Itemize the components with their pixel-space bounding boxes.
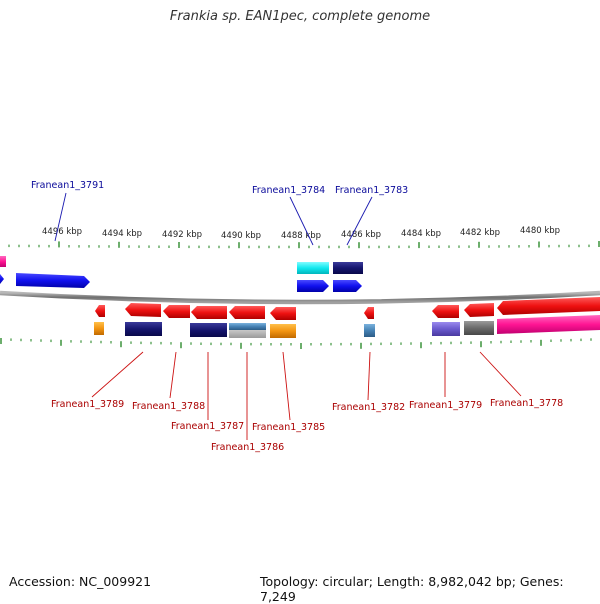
bottom-gene-labels: Franean1_3789 Franean1_3788 Franean1_378… (51, 398, 563, 453)
gene-label[interactable]: Franean1_3784 (252, 185, 325, 196)
gene-feature[interactable] (333, 280, 362, 292)
forward-strand-genes (0, 256, 363, 292)
scale-label: 4484 kbp (401, 229, 441, 239)
gene-label[interactable]: Franean1_3785 (252, 422, 325, 433)
reverse-strand-genes (94, 297, 600, 338)
gene-label[interactable]: Franean1_3779 (409, 400, 482, 411)
gene-feature[interactable] (364, 307, 374, 319)
gene-feature[interactable] (229, 323, 266, 330)
leader-line (54, 192, 67, 242)
leader-line (289, 196, 314, 246)
gene-feature[interactable] (432, 305, 459, 318)
gene-feature[interactable] (464, 303, 494, 317)
scale-label: 4496 kbp (42, 227, 82, 237)
scale-label: 4490 kbp (221, 231, 261, 241)
gene-feature[interactable] (95, 305, 105, 317)
scale-label: 4488 kbp (281, 231, 321, 241)
genome-backbone (0, 290, 600, 305)
gene-feature[interactable] (497, 297, 600, 315)
gene-feature[interactable] (333, 262, 363, 274)
gene-label[interactable]: Franean1_3783 (335, 185, 408, 196)
bottom-label-leaders (91, 351, 522, 440)
gene-feature[interactable] (94, 322, 104, 335)
gene-feature[interactable] (297, 262, 329, 274)
gene-feature[interactable] (297, 280, 329, 292)
gene-label[interactable]: Franean1_3787 (171, 421, 244, 432)
scale-label: 4486 kbp (341, 230, 381, 240)
scale-labels: 4496 kbp 4494 kbp 4492 kbp 4490 kbp 4488… (42, 226, 560, 241)
accession-text: Accession: NC_009921 (9, 574, 152, 589)
gene-feature[interactable] (190, 323, 227, 337)
gene-label[interactable]: Franean1_3778 (490, 398, 563, 409)
genome-title: Frankia sp. EAN1pec, complete genome (169, 9, 431, 24)
scale-label: 4482 kbp (460, 228, 500, 238)
leader-line (169, 351, 177, 399)
gene-label[interactable]: Franean1_3791 (31, 180, 104, 191)
gene-label[interactable]: Franean1_3788 (132, 401, 205, 412)
scale-label: 4492 kbp (162, 230, 202, 240)
gene-label[interactable]: Franean1_3782 (332, 402, 405, 413)
top-gene-labels: Franean1_3791 Franean1_3784 Franean1_378… (31, 180, 408, 196)
gene-label[interactable]: Franean1_3789 (51, 399, 124, 410)
gene-feature[interactable] (270, 324, 296, 338)
gene-feature[interactable] (464, 321, 494, 335)
top-label-leaders (54, 192, 373, 246)
gene-feature[interactable] (191, 306, 227, 319)
gene-feature[interactable] (163, 305, 190, 318)
leader-line (479, 351, 522, 397)
gene-feature[interactable] (229, 330, 266, 338)
outer-scale-ticks (8, 241, 600, 249)
leader-line (282, 351, 291, 421)
gene-label[interactable]: Franean1_3786 (211, 442, 284, 453)
gene-feature[interactable] (270, 307, 296, 320)
leader-line (346, 196, 373, 246)
scale-label: 4480 kbp (520, 226, 560, 236)
scale-label: 4494 kbp (102, 229, 142, 239)
gene-feature[interactable] (16, 273, 90, 288)
leader-line (91, 351, 144, 398)
gene-feature[interactable] (0, 274, 4, 284)
gene-feature[interactable] (364, 324, 375, 337)
gene-feature[interactable] (0, 256, 6, 267)
inner-scale-ticks (0, 338, 592, 349)
gene-feature[interactable] (125, 303, 161, 317)
gene-feature[interactable] (125, 322, 162, 336)
gene-feature[interactable] (229, 306, 265, 319)
gene-feature[interactable] (432, 322, 460, 336)
leader-line (367, 351, 371, 401)
gene-feature[interactable] (497, 315, 600, 334)
